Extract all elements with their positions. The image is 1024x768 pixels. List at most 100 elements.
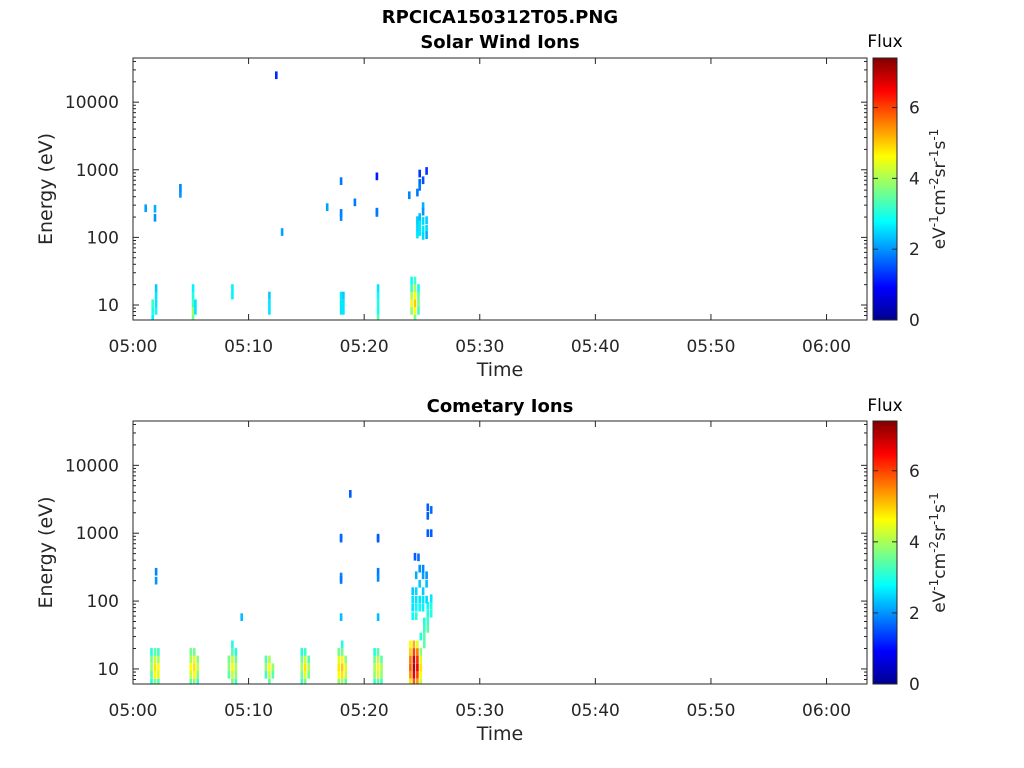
heatmap-cell [426, 625, 430, 633]
heatmap-cell [349, 490, 352, 498]
heatmap-cell [300, 648, 304, 656]
heatmap-cell [408, 191, 411, 200]
heatmap-cell [421, 176, 425, 185]
heatmap-cell [300, 670, 304, 679]
heatmap-cell [231, 655, 234, 664]
y-tick-label: 10 [97, 660, 119, 680]
solar-wind-ions-panel: 05:00 05:10 05:20 05:30 05:40 05:50 06:00 10 100… [35, 32, 950, 381]
heatmap-cell [307, 670, 310, 679]
heatmap-cell [191, 284, 195, 292]
heatmap-cell [421, 571, 425, 580]
heatmap-cell [191, 314, 195, 320]
heatmap-cell [414, 595, 418, 604]
x-tick-label: 05:10 [224, 701, 273, 721]
heatmap-cell [417, 299, 420, 308]
heatmap-cell [423, 632, 426, 641]
heatmap-cell [153, 655, 157, 664]
heatmap-cell [337, 670, 341, 679]
heatmap-cell [300, 678, 304, 684]
heatmap-cell [339, 177, 343, 185]
colorbar-unit-label: eV-1cm-2sr-1s-1 [927, 492, 950, 613]
heatmap-cell [337, 648, 341, 656]
heatmap-cell [413, 307, 417, 315]
heatmap-cell [231, 648, 234, 656]
heatmap-cell [414, 603, 418, 612]
heatmap-cell [409, 648, 412, 656]
heatmap-cell [194, 307, 197, 315]
heatmap-cell [189, 670, 193, 679]
colorbar-tick-label: 2 [909, 240, 920, 260]
heatmap-cell [153, 670, 157, 679]
heatmap-cell [234, 678, 238, 684]
heatmap-cell [375, 172, 379, 181]
heatmap-cell [376, 567, 380, 576]
heatmap-cell [231, 663, 234, 672]
heatmap-cell [409, 670, 412, 679]
heatmap-cell [268, 663, 271, 672]
heatmap-cell [191, 307, 195, 315]
heatmap-cell [417, 284, 420, 292]
heatmap-cell [373, 670, 376, 679]
heatmap-cell [234, 655, 238, 664]
heatmap-cell [418, 228, 421, 236]
heatmap-cell [154, 567, 158, 576]
x-tick-label: 05:30 [455, 337, 504, 357]
heatmap-cell [418, 564, 421, 573]
heatmap-cell [339, 576, 343, 584]
heatmap-cell [193, 655, 196, 664]
heatmap-cell [231, 678, 234, 684]
page-title: RPCICA150312T05.PNG [381, 7, 619, 28]
heatmap-cell [419, 670, 423, 679]
heatmap-cell [154, 299, 158, 308]
heatmap-cell [417, 307, 420, 315]
colorbar-tick-label: 2 [909, 604, 920, 624]
heatmap-cell [421, 603, 425, 612]
y-tick-label: 1000 [76, 161, 119, 181]
heatmap-cell [414, 612, 418, 620]
heatmap-cell [234, 670, 238, 679]
heatmap-cell [337, 655, 341, 664]
heatmap-cell [234, 648, 238, 656]
heatmap-cell [268, 670, 271, 679]
x-tick-label: 06:00 [802, 701, 851, 721]
heatmap-cell [418, 220, 421, 229]
heatmap-cell [380, 663, 383, 672]
heatmap-cell [416, 678, 419, 684]
heatmap-cell [376, 648, 380, 656]
heatmap-cell [154, 576, 158, 585]
x-tick-label: 06:00 [802, 337, 851, 357]
heatmap-cell [153, 663, 157, 672]
heatmap-cell [376, 663, 380, 672]
heatmap-cell [231, 291, 234, 300]
heatmap-cell [376, 284, 380, 292]
heatmap-cell [411, 603, 414, 612]
heatmap-cell [342, 291, 345, 300]
heatmap-cell [421, 232, 425, 240]
colorbar-title: Flux [867, 32, 902, 52]
heatmap-cell [340, 648, 344, 656]
heatmap-cell [419, 655, 423, 664]
heatmap-cell [303, 678, 307, 684]
heatmap-cell [421, 595, 425, 604]
heatmap-cell [179, 184, 182, 192]
heatmap-cell [157, 655, 160, 664]
heatmap-cell [151, 314, 154, 320]
heatmap-cell [413, 299, 417, 308]
heatmap-cell [150, 670, 153, 679]
heatmap-cell [410, 276, 413, 285]
heatmap-cell [303, 670, 307, 679]
heatmap-cell [421, 587, 425, 595]
heatmap-cell [426, 512, 430, 520]
heatmap-cell [416, 670, 419, 679]
y-axis-label: Energy (eV) [35, 133, 57, 245]
heatmap-cell [409, 655, 412, 664]
colorbar-tick-label: 0 [909, 675, 920, 695]
heatmap-cell [268, 655, 271, 664]
heatmap-cell [376, 655, 380, 664]
heatmap-cell [194, 299, 197, 308]
heatmap-cell [412, 678, 416, 684]
heatmap-cell [268, 299, 271, 308]
colorbar-tick-label: 6 [909, 99, 920, 119]
heatmap-cell [189, 655, 193, 664]
